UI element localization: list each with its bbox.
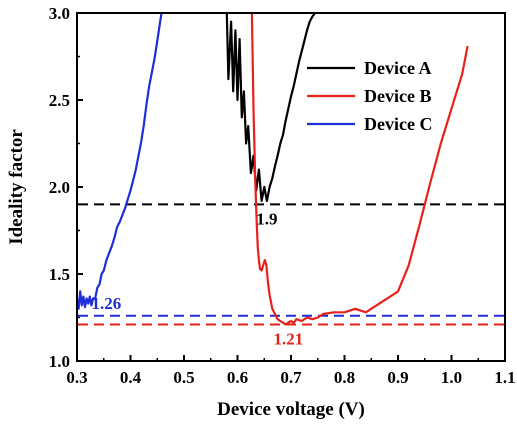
reference-label-1-21: 1.21 xyxy=(273,329,303,348)
series-line-device-a xyxy=(225,12,316,202)
x-tick-label: 0.9 xyxy=(387,368,408,387)
x-tick-label: 0.7 xyxy=(280,368,302,387)
x-tick-label: 0.5 xyxy=(173,368,194,387)
reference-label-1-9: 1.9 xyxy=(256,209,277,228)
y-tick-label: 1.5 xyxy=(49,265,70,284)
reference-label-1-26: 1.26 xyxy=(92,294,122,313)
x-tick-label: 0.6 xyxy=(227,368,248,387)
legend-label-device-b: Device B xyxy=(364,86,431,106)
y-tick-label: 3.0 xyxy=(49,4,70,23)
plot-frame xyxy=(76,12,506,362)
y-axis-title: Ideality factor xyxy=(6,129,27,245)
x-tick-label: 1.0 xyxy=(441,368,462,387)
x-tick-label: 0.8 xyxy=(334,368,355,387)
series-line-device-c xyxy=(75,12,163,310)
series-line-device-b xyxy=(250,12,469,326)
legend-label-device-a: Device A xyxy=(364,58,431,78)
y-axis-ticks: 1.0 1.5 2.0 2.5 3.0 xyxy=(49,4,83,371)
y-tick-label: 2.5 xyxy=(49,91,70,110)
x-axis-ticks: 0.3 0.4 0.5 0.6 0.7 0.8 0.9 1.0 1.1 xyxy=(66,355,516,387)
series-lines xyxy=(75,12,469,326)
legend-label-device-c: Device C xyxy=(364,114,432,134)
x-tick-label: 0.4 xyxy=(120,368,142,387)
x-tick-label: 0.3 xyxy=(66,368,87,387)
y-tick-label: 2.0 xyxy=(49,178,70,197)
y-tick-label: 1.0 xyxy=(49,352,70,371)
reference-lines xyxy=(78,203,504,326)
reference-annotations: 1.9 1.26 1.21 xyxy=(92,209,304,348)
x-axis-title: Device voltage (V) xyxy=(217,399,365,420)
legend: Device A Device B Device C xyxy=(307,58,432,134)
x-tick-label: 1.1 xyxy=(494,368,515,387)
